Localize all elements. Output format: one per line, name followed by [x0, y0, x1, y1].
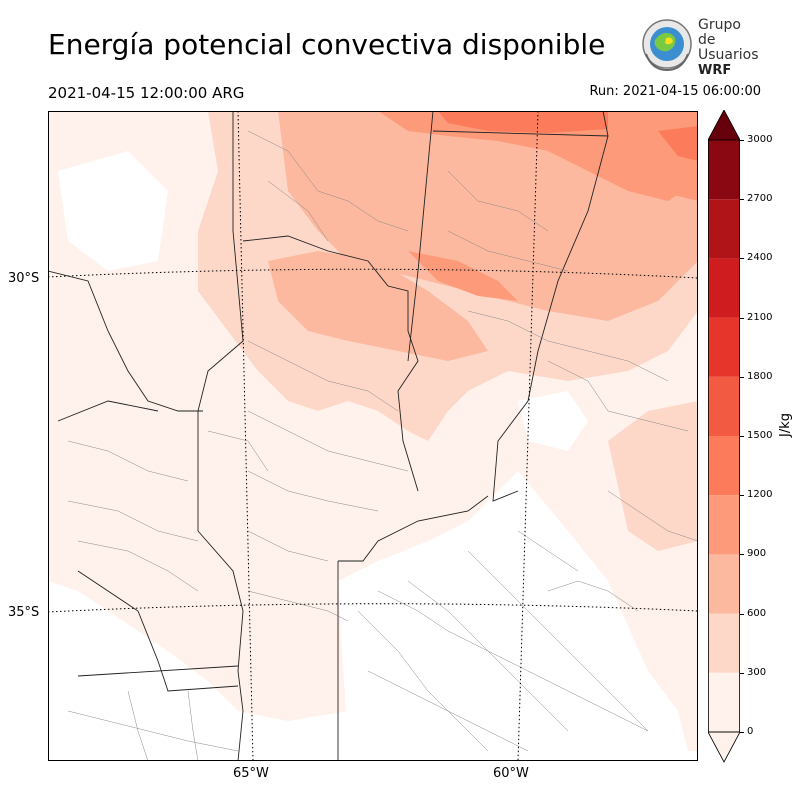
- cape-region-1200-1500-ne: [658, 126, 698, 161]
- logo-line1: Grupo de: [698, 17, 741, 48]
- cape-gap-southeast: [338, 521, 668, 751]
- colorbar-band: [708, 613, 740, 673]
- colorbar-tick-label: 600: [747, 607, 767, 619]
- cape-region-900-1200: [378, 111, 698, 201]
- colorbar-tick-label: 0: [747, 726, 754, 737]
- cape-map: [48, 111, 698, 761]
- cape-region-900-1200-band: [408, 251, 518, 301]
- colorbar-extend-min: [708, 731, 740, 763]
- colorbar-tick: [740, 732, 744, 733]
- colorbar-tick-label: 300: [747, 666, 767, 678]
- cape-region-1200-1500: [438, 111, 608, 133]
- colorbar-tick: [740, 258, 744, 260]
- cape-gap-northwest: [58, 151, 168, 271]
- colorbar-band: [708, 317, 740, 377]
- colorbar-tick-label: 1800: [747, 370, 773, 382]
- wrf-logo: Grupo de Usuarios WRF: [638, 16, 762, 78]
- colorbar-band: [708, 672, 740, 732]
- colorbar-tick-label: 3000: [747, 134, 773, 145]
- colorbar-band: [708, 140, 740, 200]
- department-boundaries: [67, 130, 698, 761]
- colorbar-band: [708, 495, 740, 555]
- colorbar-band: [708, 554, 740, 614]
- colorbar-tick: [740, 554, 744, 556]
- colorbar-tick-label: 2400: [747, 252, 773, 264]
- colorbar-tick-label: 2700: [747, 193, 773, 205]
- colorbar-tick-label: 1200: [747, 489, 773, 501]
- globe-icon: [642, 19, 692, 72]
- colorbar-band: [708, 199, 740, 259]
- cape-region-coast: [608, 541, 698, 751]
- colorbar-band: [708, 436, 740, 496]
- colorbar-extend-max: [708, 110, 740, 141]
- colorbar-band: [708, 376, 740, 436]
- colorbar-tick-label: 1500: [747, 430, 773, 441]
- map-frame: [48, 111, 698, 761]
- province-boundaries: [48, 111, 609, 761]
- logo-line2: Usuarios: [698, 47, 759, 63]
- colorbar-tick: [740, 672, 744, 674]
- colorbar-tick: [740, 199, 744, 201]
- lat-label-30s: 30°S: [8, 271, 40, 286]
- colorbar-band: [708, 258, 740, 318]
- colorbar-tick: [740, 613, 744, 615]
- colorbar-tick: [740, 495, 744, 497]
- lon-label-60w: 60°W: [493, 766, 529, 781]
- colorbar-frame: [708, 139, 740, 733]
- logo-line3: WRF: [698, 63, 732, 78]
- colorbar-tick: [740, 140, 744, 141]
- colorbar-tick: [740, 317, 744, 319]
- cape-gap-east: [518, 391, 588, 451]
- colorbar-tick-label: 900: [747, 548, 767, 560]
- colorbar: [708, 110, 740, 763]
- cape-region-600-900-mid: [268, 251, 488, 361]
- lon-label-65w: 65°W: [233, 766, 269, 781]
- colorbar-tick: [740, 376, 744, 378]
- lat-label-35s: 35°S: [8, 605, 40, 620]
- colorbar-unit: J/kg: [778, 413, 793, 437]
- colorbar-tick-label: 2100: [747, 311, 773, 323]
- valid-time: 2021-04-15 12:00:00 ARG: [48, 84, 245, 102]
- cape-region-300-600-east: [608, 401, 698, 551]
- colorbar-tick: [740, 436, 744, 437]
- graticule: [48, 111, 698, 761]
- chart-title: Energía potencial convectiva disponible: [48, 28, 606, 61]
- run-time: Run: 2021-04-15 06:00:00: [589, 84, 761, 99]
